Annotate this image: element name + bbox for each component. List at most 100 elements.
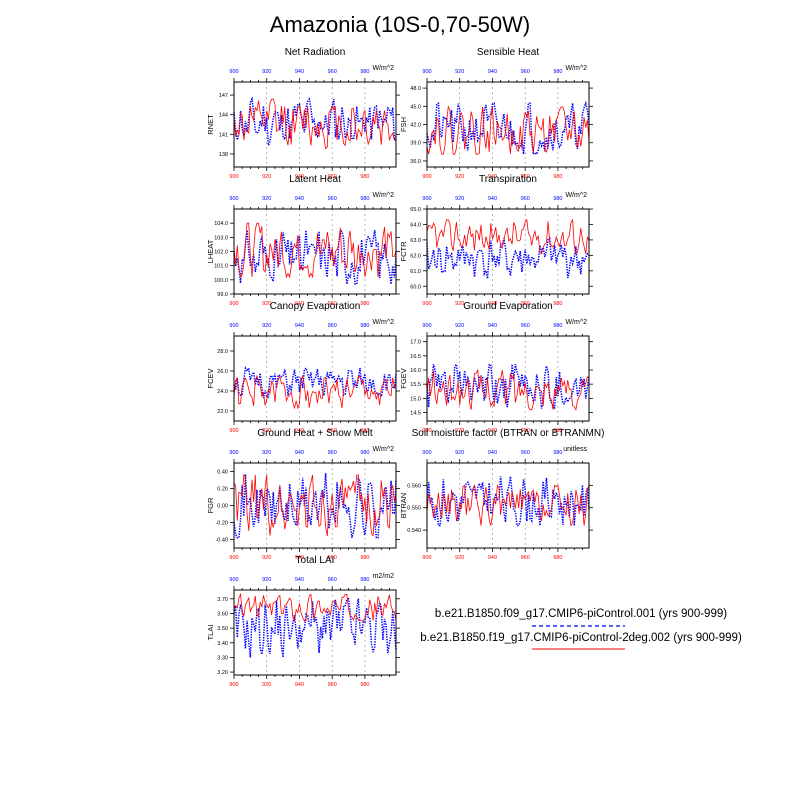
x-tick-label-bottom: 920 (455, 174, 464, 180)
x-tick-label-top: 900 (229, 69, 238, 75)
panel-fgev: Ground Evaporation W/m^2 FGEV 900 900 920 920 9… (399, 301, 593, 434)
x-tick-label-bottom: 920 (455, 428, 464, 434)
plot-frame (426, 462, 590, 549)
x-tick-label-top: 960 (328, 323, 337, 329)
x-tick-label-top: 920 (262, 69, 271, 75)
series-line-blue (233, 473, 397, 539)
y-tick-label: 3.20 (217, 670, 228, 676)
x-tick-label-top: 920 (262, 323, 271, 329)
x-tick-label-top: 900 (229, 577, 238, 583)
y-tick-label: 0.560 (407, 483, 421, 489)
x-tick-label-bottom: 900 (229, 555, 238, 561)
x-tick-label-top: 960 (328, 577, 337, 583)
y-tick-label: 138 (219, 152, 228, 158)
series-line-red (233, 374, 397, 410)
x-tick-label-bottom: 960 (521, 174, 530, 180)
x-tick-label-bottom: 900 (422, 174, 431, 180)
panel-units: unitless (563, 446, 587, 453)
x-tick-label-top: 920 (455, 450, 464, 456)
panel-title: Ground Evaporation (463, 301, 553, 312)
x-tick-label-top: 940 (295, 69, 304, 75)
plot-frame (233, 462, 397, 549)
panel-units: m2/m2 (373, 573, 395, 580)
plot-frame (426, 208, 590, 295)
y-tick-label: 0.40 (217, 470, 228, 476)
y-tick-label: 0.540 (407, 528, 421, 534)
y-axis-label: FSH (399, 117, 408, 132)
panels-group: Net Radiation W/m^2 RNET 900 900 920 920 940 940… (206, 47, 604, 688)
panel-units: W/m^2 (565, 319, 587, 326)
x-tick-label-top: 980 (553, 323, 562, 329)
series-line-red (426, 368, 590, 411)
series-line-red (233, 473, 397, 537)
panel-units: W/m^2 (565, 192, 587, 199)
x-tick-label-bottom: 920 (262, 555, 271, 561)
panel-title: Transpiration (479, 174, 537, 185)
y-axis-label: FGR (206, 497, 215, 513)
y-tick-label: 36.0 (410, 159, 421, 165)
x-tick-label-bottom: 960 (328, 682, 337, 688)
series-line-blue (233, 228, 397, 285)
x-tick-label-bottom: 960 (328, 174, 337, 180)
x-tick-label-top: 900 (422, 69, 431, 75)
y-axis-label: LHEAT (206, 239, 215, 263)
x-tick-label-bottom: 900 (422, 555, 431, 561)
plot-frame (233, 208, 397, 295)
y-tick-label: 48.0 (410, 86, 421, 92)
panel-title: Total LAI (296, 555, 335, 566)
x-tick-label-top: 960 (521, 69, 530, 75)
panel-title: Soil moisture factor (BTRAN or BTRANMN) (412, 428, 605, 439)
y-tick-label: 15.0 (410, 396, 421, 402)
y-tick-label: 14.5 (410, 411, 421, 417)
x-tick-label-top: 960 (328, 196, 337, 202)
x-tick-label-bottom: 940 (488, 428, 497, 434)
x-tick-label-bottom: 900 (229, 174, 238, 180)
x-tick-label-top: 940 (295, 323, 304, 329)
x-tick-label-top: 920 (262, 450, 271, 456)
y-tick-label: 16.0 (410, 368, 421, 374)
series-line-red (233, 592, 397, 623)
x-tick-label-bottom: 980 (553, 555, 562, 561)
y-tick-label: 104.0 (214, 221, 228, 227)
x-tick-label-top: 960 (328, 450, 337, 456)
x-tick-label-bottom: 940 (295, 301, 304, 307)
x-tick-label-top: 900 (229, 196, 238, 202)
x-tick-label-top: 960 (328, 69, 337, 75)
y-tick-label: 65.0 (410, 207, 421, 213)
series-line-blue (426, 100, 590, 156)
y-axis-label: FGEV (399, 368, 408, 388)
y-axis-label: FCTR (399, 241, 408, 262)
y-tick-label: 17.0 (410, 340, 421, 346)
x-tick-label-bottom: 980 (360, 174, 369, 180)
figure-title: Amazonia (10S-0,70-50W) (270, 12, 530, 37)
x-tick-label-top: 940 (488, 323, 497, 329)
y-tick-label: -0.20 (215, 521, 228, 527)
y-tick-label: 62.0 (410, 253, 421, 259)
x-tick-label-top: 900 (422, 323, 431, 329)
x-tick-label-top: 900 (229, 450, 238, 456)
x-tick-label-bottom: 920 (262, 428, 271, 434)
series-line-blue (233, 597, 397, 658)
x-tick-label-top: 960 (521, 196, 530, 202)
y-tick-label: 64.0 (410, 222, 421, 228)
x-tick-label-bottom: 920 (262, 174, 271, 180)
y-tick-label: 101.0 (214, 264, 228, 270)
x-tick-label-bottom: 940 (488, 301, 497, 307)
panel-btran: Soil moisture factor (BTRAN or BTRANMN) u… (399, 428, 604, 561)
series-line-red (426, 483, 590, 527)
panel-title: Sensible Heat (477, 47, 539, 58)
x-tick-label-bottom: 980 (360, 301, 369, 307)
series-line-red (233, 98, 397, 150)
y-tick-label: 42.0 (410, 123, 421, 129)
series-line-red (426, 105, 590, 155)
x-tick-label-top: 940 (295, 196, 304, 202)
series-line-red (426, 218, 590, 255)
x-tick-label-top: 900 (229, 323, 238, 329)
x-tick-label-bottom: 940 (488, 555, 497, 561)
y-tick-label: 26.0 (217, 369, 228, 375)
plot-frame (426, 335, 590, 422)
y-tick-label: 144 (219, 113, 228, 119)
x-tick-label-top: 940 (488, 196, 497, 202)
panel-fctr: Transpiration W/m^2 FCTR 900 900 920 920 940 940… (399, 174, 593, 307)
